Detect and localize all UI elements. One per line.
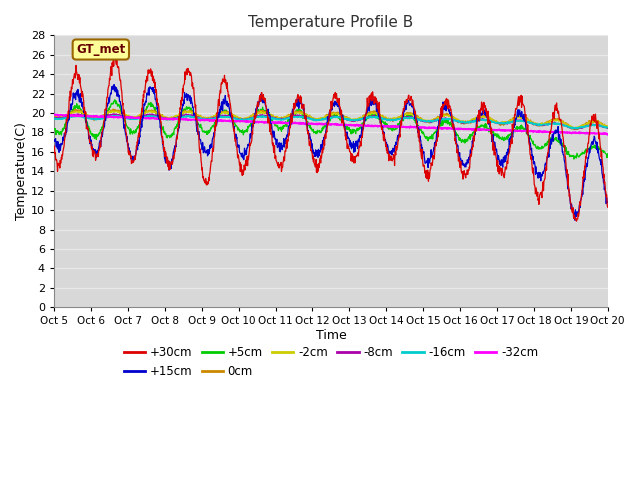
Title: Temperature Profile B: Temperature Profile B xyxy=(248,15,413,30)
Text: GT_met: GT_met xyxy=(76,43,125,56)
Y-axis label: Temperature(C): Temperature(C) xyxy=(15,122,28,220)
Legend: +30cm, +15cm, +5cm, 0cm, -2cm, -8cm, -16cm, -32cm: +30cm, +15cm, +5cm, 0cm, -2cm, -8cm, -16… xyxy=(119,342,543,383)
X-axis label: Time: Time xyxy=(316,329,346,342)
